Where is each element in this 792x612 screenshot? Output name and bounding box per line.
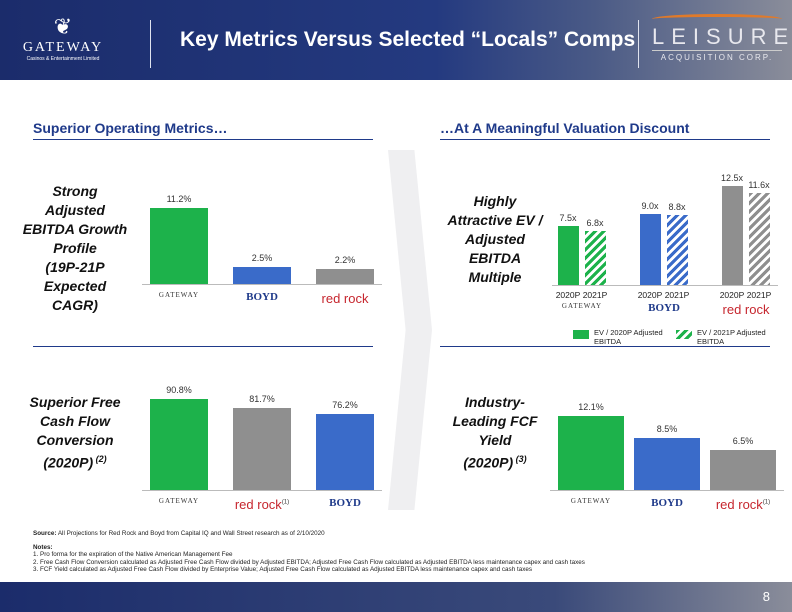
right-section-heading: …At A Meaningful Valuation Discount [440,120,770,140]
value-label: 6.5% [732,436,754,447]
logo-red-rock: red rock [321,291,369,306]
value-label: 11.6x [748,180,770,191]
logo-boyd: BOYD [648,302,680,314]
x-tick-label: 2020P [637,290,663,300]
page-title: Key Metrics Versus Selected “Locals” Com… [180,28,636,51]
bar-red-rock-2021P [749,193,770,285]
logo-boyd: BOYD [329,497,361,509]
value-label: 81.7% [249,394,275,405]
footer-band [0,582,792,612]
divider [33,346,373,347]
value-label: 8.5% [656,424,678,435]
bar-red-rock [710,450,776,490]
x-tick-label: 2020P [555,290,581,300]
logo-red-rock: red rock(1) [715,497,771,512]
x-axis [552,285,778,286]
logo-gateway: GATEWAY [561,302,603,310]
fcf-label: Superior Free Cash Flow Conversion (2020P) … [29,394,121,471]
x-tick-label: 2021P [664,290,690,300]
bar-boyd [634,438,700,490]
ebitda-label: Strong Adjusted EBITDA Growth Profile (19P-2… [22,183,128,313]
legend-2021: EV / 2021P Adjusted EBITDA [697,328,766,346]
bar-boyd [316,413,374,490]
divider [440,346,770,347]
bar-red-rock [233,408,291,490]
gateway-logo: ❦ GATEWAY Casinos & Entertainment Limited [22,14,104,62]
bar-boyd-2021P [667,215,688,285]
header-banner: ❦ GATEWAY Casinos & Entertainment Limited … [0,0,792,80]
value-label: 8.8x [668,202,686,213]
x-axis [142,490,382,491]
value-label: 11.2% [166,193,192,204]
legend-2020: EV / 2020P Adjusted EBITDA [594,328,663,346]
value-label: 9.0x [641,200,659,211]
x-tick-label: 2021P [746,290,772,300]
footnotes: Source: All Projections for Red Rock and… [33,530,585,573]
value-label: 76.2% [332,399,358,410]
arrow-chevron [388,150,432,510]
value-label: 7.5x [559,212,577,223]
x-tick-label: 2021P [582,290,608,300]
bar-gateway-2021P [585,231,606,285]
value-label: 2.5% [251,253,273,263]
logo-boyd: BOYD [246,291,278,303]
bar-red-rock [316,269,374,284]
logo-gateway: GATEWAY [570,497,612,505]
x-axis [550,490,784,491]
divider [150,20,151,68]
logo-gateway: GATEWAY [158,497,200,505]
bar-boyd-2020P [640,213,661,285]
x-axis [142,284,382,285]
legend-swatch-2020 [573,330,589,339]
logo-gateway: GATEWAY [158,291,200,299]
value-label: 6.8x [586,218,604,229]
ev-label: Highly Attractive EV / Adjusted EBITDA Multi… [447,193,543,285]
logo-red-rock: red rock [722,302,770,317]
logo-boyd: BOYD [651,497,683,509]
logo-red-rock: red rock(1) [234,497,290,512]
page-number: 8 [762,589,770,604]
bar-gateway [150,399,208,490]
bar-gateway [558,416,624,490]
bar-boyd [233,267,291,284]
value-label: 12.5x [720,173,744,184]
divider [638,20,639,68]
legend-swatch-2021 [676,330,692,339]
value-label: 12.1% [578,402,604,413]
left-section-heading: Superior Operating Metrics… [33,120,373,140]
leisure-logo: LEISURE ACQUISITION CORP. [652,14,788,62]
bar-gateway [150,207,208,284]
value-label: 90.8% [166,385,192,396]
bar-gateway-2020P [558,225,579,285]
yield-label: Industry- Leading FCF Yield (2020P) (3) [452,394,538,471]
value-label: 2.2% [334,255,356,266]
bar-red-rock-2020P [722,186,743,285]
x-tick-label: 2020P [719,290,745,300]
